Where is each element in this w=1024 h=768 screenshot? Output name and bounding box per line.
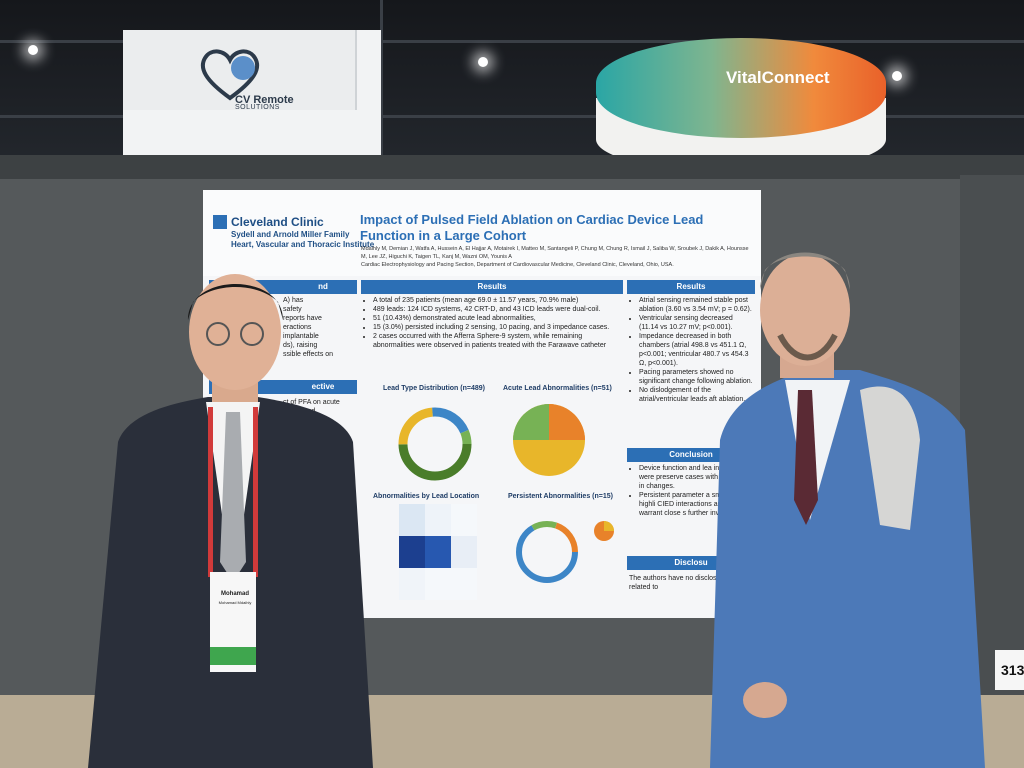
objective-line: ct of PFA on acute — [283, 399, 340, 406]
location-chart-title: Abnormalities by Lead Location — [373, 493, 480, 500]
poster-authors: Mdaihly M, Demian J, Watfa A, Hussein A,… — [361, 245, 756, 269]
glasses — [206, 322, 230, 346]
background-line: ssible effects on — [283, 351, 334, 358]
result-item: 15 (3.0%) persisted including 2 sensing,… — [373, 323, 621, 332]
heat-cell — [399, 504, 425, 536]
result-item: A total of 235 patients (mean age 69.0 ±… — [373, 296, 621, 305]
cv-remote-sub: SOLUTIONS — [235, 104, 280, 111]
result-item: 2 cases occurred with the Afferra Sphere… — [373, 332, 621, 350]
background-line: reports have — [283, 315, 322, 322]
conclusion-item: Persistent parameter a small subset high… — [639, 491, 753, 518]
result-item: 489 leads: 124 ICD systems, 42 CRT-D, an… — [373, 305, 621, 314]
heat-cell — [451, 504, 477, 536]
cleveland-clinic-logo-icon — [213, 215, 227, 229]
ring-band — [596, 38, 886, 138]
right-results-header: Results — [627, 280, 755, 294]
board-top-edge — [0, 155, 1024, 179]
badge-stripe — [210, 647, 256, 665]
ceiling-truss — [0, 40, 1024, 43]
objective-header-label: ective — [311, 382, 335, 391]
right-result-item: Impedance decreased in both chambers (at… — [639, 332, 753, 368]
heat-cell — [399, 568, 425, 600]
face — [189, 274, 281, 390]
disclosure-text: The authors have no disclosures related … — [629, 575, 731, 591]
results-list: A total of 235 patients (mean age 69.0 ±… — [363, 296, 621, 350]
pie-slice — [604, 521, 614, 531]
result-item: 51 (10.43%) demonstrated acute lead abno… — [373, 314, 621, 323]
lead-type-donut — [398, 407, 472, 481]
background-text: A) has safety reports have eractions imp… — [283, 296, 357, 359]
org-name: Cleveland Clinic — [231, 215, 324, 229]
hands — [743, 682, 787, 718]
donut-segment — [516, 521, 578, 583]
pie-slice — [513, 404, 549, 440]
poster-title: Impact of Pulsed Field Ablation on Cardi… — [360, 212, 704, 243]
persistent-donut — [516, 521, 578, 583]
vitalconnect-sign: VitalConnect — [596, 38, 886, 173]
heart-lock-icon — [200, 49, 260, 101]
background-line: A) has — [283, 297, 304, 304]
donut-segment — [516, 521, 578, 583]
board-number: 313 — [995, 650, 1024, 690]
face — [760, 254, 850, 366]
heat-cell — [451, 568, 477, 600]
donut-segment — [398, 407, 472, 481]
affiliation: Cardiac Electrophysiology and Pacing Sec… — [361, 262, 674, 268]
right-result-item: Pacing parameters showed no significant … — [639, 368, 753, 386]
background-line: eractions — [283, 324, 312, 331]
conclusion-list: Device function and lea integrity were p… — [629, 464, 753, 518]
background-line: implantable — [283, 333, 319, 340]
ceiling-light — [892, 71, 902, 81]
vitalconnect-name: VitalConnect — [726, 68, 830, 87]
heat-cell — [399, 536, 425, 568]
conclusion-item: Device function and lea integrity were p… — [639, 464, 753, 491]
right-result-item: Atrial sensing remained stable post abla… — [639, 296, 753, 314]
acute-abnormalities-pie — [513, 404, 585, 476]
right-results-list: Atrial sensing remained stable post abla… — [629, 296, 753, 404]
donut-segment — [398, 407, 472, 481]
donut-segment — [398, 407, 472, 481]
heat-cell — [425, 504, 451, 536]
right-result-item: Ventricular sensing decreased (11.14 vs … — [639, 314, 753, 332]
right-result-item: No dislodgement of the atrial/ventricula… — [639, 386, 753, 404]
ceiling-truss — [0, 115, 1024, 118]
heat-cell — [425, 568, 451, 600]
persistent-chart-title: Persistent Abnormalities (n=15) — [508, 493, 613, 500]
ceiling-light — [478, 57, 488, 67]
poster-header: Cleveland Clinic Sydell and Arnold Mille… — [203, 190, 761, 276]
ceiling-light — [28, 45, 38, 55]
background-line: safety — [283, 306, 302, 313]
backpack-strap — [860, 386, 920, 530]
background-header-label: nd — [318, 282, 328, 291]
tie — [220, 412, 246, 582]
heat-cell — [451, 536, 477, 568]
lead-type-chart-title: Lead Type Distribution (n=489) — [383, 385, 485, 392]
lanyard — [208, 407, 213, 577]
badge-name: Mohamad — [220, 591, 249, 597]
glasses — [240, 322, 264, 346]
lanyard — [253, 407, 258, 577]
cv-remote-name: CV Remote — [235, 94, 294, 106]
persistent-pie-small — [594, 521, 614, 541]
author-list: Mdaihly M, Demian J, Watfa A, Hussein A,… — [361, 246, 749, 260]
heat-cell — [425, 536, 451, 568]
badge-surname: Mohamad Mdaihly — [218, 600, 252, 605]
striped-tie — [794, 390, 818, 525]
acute-chart-title: Acute Lead Abnormalities (n=51) — [503, 385, 612, 392]
background-line: ds), raising — [283, 342, 318, 349]
results-header: Results — [361, 280, 623, 294]
beard — [777, 333, 838, 361]
location-heatmap — [399, 504, 477, 600]
org-subtitle: Sydell and Arnold Miller Family Heart, V… — [231, 230, 375, 249]
person-left — [88, 274, 373, 768]
person-right — [710, 252, 985, 768]
pie-slice — [549, 404, 585, 440]
ceiling-truss — [380, 0, 383, 175]
